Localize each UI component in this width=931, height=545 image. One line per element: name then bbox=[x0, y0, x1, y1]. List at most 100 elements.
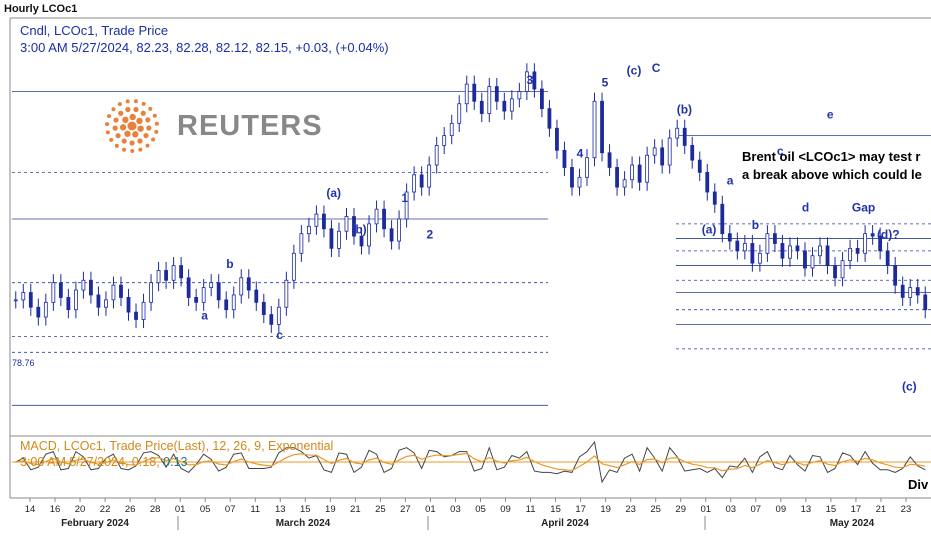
candle-body bbox=[66, 297, 71, 311]
candle-body bbox=[562, 149, 567, 168]
logo-dot bbox=[141, 101, 146, 106]
candle-body bbox=[517, 91, 522, 100]
candle-body bbox=[352, 216, 356, 237]
candle-body bbox=[291, 252, 296, 281]
candle-body bbox=[622, 179, 627, 188]
candle-body bbox=[126, 297, 131, 313]
candle-body bbox=[224, 299, 229, 311]
candle-body bbox=[359, 235, 364, 247]
x-tick-label: 17 bbox=[851, 504, 862, 515]
macd-legend-values: 3:00 AM 5/27/2024, 0.18, 0.13 bbox=[20, 454, 333, 470]
candle-body bbox=[615, 167, 619, 188]
logo-dot bbox=[109, 137, 114, 142]
logo-dot bbox=[130, 148, 135, 153]
candle-body bbox=[682, 127, 687, 146]
candle-body bbox=[675, 127, 680, 139]
analysis-note: Brent oil <LCOc1> may test r a break abo… bbox=[742, 148, 922, 184]
logo-dot bbox=[154, 121, 159, 126]
logo-dot bbox=[124, 130, 131, 137]
candle-body bbox=[194, 297, 199, 303]
candle-body bbox=[720, 203, 725, 235]
candle-body bbox=[885, 250, 890, 266]
candle-body bbox=[231, 294, 236, 311]
candle-body bbox=[509, 98, 514, 112]
candle-body bbox=[735, 240, 740, 252]
logo-dot bbox=[105, 130, 110, 135]
candle-body bbox=[592, 100, 597, 159]
logo-dot bbox=[145, 117, 151, 123]
x-tick-label: 11 bbox=[250, 504, 260, 515]
candle-body bbox=[412, 174, 417, 193]
candle-body bbox=[73, 289, 78, 311]
logo-dot bbox=[140, 110, 146, 116]
x-tick-label: 05 bbox=[200, 504, 211, 515]
logo-dot bbox=[105, 122, 110, 127]
candle-body bbox=[269, 314, 274, 325]
logo-dot bbox=[118, 110, 124, 116]
candle-body bbox=[344, 216, 349, 232]
macd-values-prefix: 3:00 AM 5/27/2024, 0.18, bbox=[20, 455, 164, 469]
x-tick-label: 15 bbox=[826, 504, 837, 515]
candle-body bbox=[900, 284, 905, 298]
macd-line bbox=[15, 440, 926, 484]
support-resistance-levels bbox=[12, 91, 931, 406]
candle-body bbox=[600, 100, 604, 154]
logo-dot bbox=[113, 117, 119, 123]
analysis-note-line2: a break above which could le bbox=[742, 167, 922, 182]
x-tick-label: 29 bbox=[675, 504, 686, 515]
candle-body bbox=[21, 292, 26, 301]
wave-label: b bbox=[752, 218, 759, 232]
wave-label: e bbox=[827, 107, 834, 121]
x-tick-label: 13 bbox=[275, 504, 286, 515]
wave-label: (c) bbox=[902, 380, 917, 394]
candle-body bbox=[382, 208, 386, 230]
candle-body bbox=[81, 279, 86, 291]
candle-body bbox=[397, 218, 401, 242]
wave-label: 5 bbox=[602, 76, 609, 90]
candle-body bbox=[134, 311, 138, 320]
candle-body bbox=[585, 157, 589, 178]
candle-body bbox=[524, 71, 529, 92]
wave-label: (a) bbox=[702, 223, 717, 237]
wave-label: d bbox=[802, 201, 809, 215]
candle-body bbox=[472, 83, 477, 102]
candle-body bbox=[915, 287, 920, 296]
candle-body bbox=[690, 145, 695, 161]
candle-body bbox=[863, 233, 868, 254]
candle-body bbox=[757, 252, 762, 264]
wave-label: c bbox=[276, 328, 283, 342]
logo-dot bbox=[154, 129, 159, 134]
candle-body bbox=[652, 147, 657, 156]
candle-body bbox=[276, 306, 281, 325]
macd-legend-title: MACD, LCOc1, Trade Price(Last), 12, 26, … bbox=[20, 439, 334, 453]
wave-label: (d)? bbox=[877, 228, 900, 242]
x-tick-label: 15 bbox=[550, 504, 561, 515]
candle-body bbox=[449, 122, 454, 137]
logo-dot bbox=[152, 113, 157, 118]
candle-body bbox=[555, 127, 559, 151]
candle-body bbox=[532, 71, 537, 90]
candle-body bbox=[502, 100, 507, 112]
candle-body bbox=[404, 191, 409, 220]
logo-dot bbox=[122, 116, 129, 124]
x-tick-label: 28 bbox=[150, 504, 161, 515]
logo-dot bbox=[148, 106, 153, 111]
divergence-label: Div bbox=[908, 477, 929, 492]
logo-dot bbox=[151, 137, 156, 142]
candle-body bbox=[870, 233, 875, 237]
x-tick-label: 23 bbox=[625, 504, 636, 515]
wave-label: C bbox=[652, 61, 661, 75]
candle-body bbox=[389, 228, 394, 242]
candle-body bbox=[156, 270, 161, 284]
candle-body bbox=[254, 289, 259, 303]
candle-body bbox=[908, 287, 913, 298]
candle-body bbox=[803, 250, 807, 269]
candle-body bbox=[186, 277, 191, 298]
candle-body bbox=[58, 282, 63, 298]
candle-body bbox=[434, 145, 439, 166]
x-tick-label: 01 bbox=[700, 504, 711, 515]
logo-dot bbox=[125, 106, 131, 113]
candle-body bbox=[810, 255, 815, 269]
candle-body bbox=[329, 228, 334, 249]
x-tick-label: 26 bbox=[125, 504, 136, 515]
